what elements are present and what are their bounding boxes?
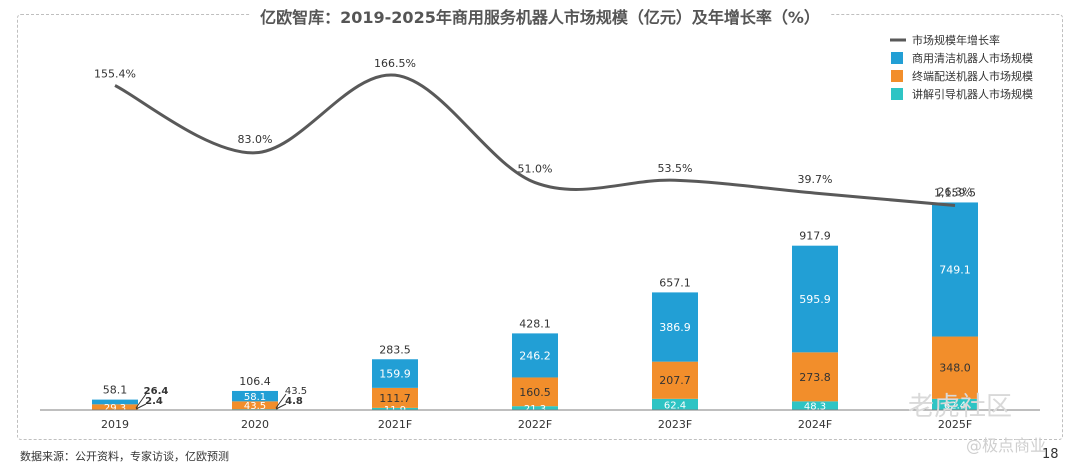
growth-rate-line: [114, 73, 956, 208]
bar-segment-guide: [932, 398, 978, 410]
bar-value-guide: 4.8: [285, 396, 303, 407]
bar-segment-delivery: [232, 401, 278, 410]
bar-segment-cleaning: [652, 292, 698, 362]
bar-segment-guide: [652, 398, 698, 410]
bar-value-delivery: 160.5: [519, 386, 551, 399]
watermark: 老虎社区: [908, 392, 1013, 422]
bar-value-delivery: 43.5: [244, 401, 266, 412]
bar-segment-cleaning: [372, 359, 418, 388]
bar-value-guide: 62.4: [944, 400, 966, 411]
bar-segment-cleaning: [232, 390, 278, 402]
bar-value-guide: 48.3: [804, 402, 826, 413]
source-note: 数据来源：公开资料，专家访谈，亿欧预测: [20, 450, 229, 463]
bar-total-label: 917.9: [799, 230, 831, 243]
bar-value-delivery: 348.0: [939, 362, 971, 375]
x-tick-label: 2025F: [938, 418, 972, 431]
growth-rate-label: 155.4%: [94, 67, 136, 80]
bar-value-delivery: 273.8: [799, 371, 831, 384]
bar-layer: [92, 202, 978, 410]
bar-segment-guide: [792, 401, 838, 410]
x-tick-label: 2022F: [518, 418, 552, 431]
bar-value-cleaning: 595.9: [799, 293, 831, 306]
bar-value-delivery: 43.5: [285, 386, 307, 397]
watermark-handle: @极点商业: [966, 436, 1047, 455]
bar-segment-cleaning: [932, 202, 978, 337]
chart-title: 亿欧智库：2019-2025年商用服务机器人市场规模（亿元）及年增长率（%）: [0, 4, 1080, 28]
bar-segment-cleaning: [792, 245, 838, 353]
legend-swatch: [891, 52, 903, 64]
x-tick-label: 2023F: [658, 418, 692, 431]
bar-value-guide: 62.4: [664, 400, 686, 411]
growth-rate-label: 26.3%: [938, 186, 973, 199]
bar-value-cleaning: 749.1: [939, 263, 971, 276]
bar-total-label: 106.4: [239, 375, 271, 388]
bar-segment-guide: [372, 407, 418, 410]
leader-line: [135, 403, 147, 410]
page-number: 18: [1042, 447, 1059, 462]
bar-value-guide: 2.4: [145, 396, 163, 407]
legend-swatch: [891, 70, 903, 82]
bar-total-label: 283.5: [379, 343, 411, 356]
bar-segment-delivery: [512, 377, 558, 407]
bar-segment-delivery: [652, 361, 698, 399]
x-tick-label: 2020: [241, 418, 269, 431]
bar-value-cleaning: 246.2: [519, 349, 551, 362]
bar-segment-delivery: [932, 336, 978, 399]
bar-segment-cleaning: [512, 333, 558, 378]
bar-segment-cleaning: [92, 399, 138, 405]
leader-line: [275, 393, 287, 409]
bar-total-label: 1,159.5: [934, 186, 976, 199]
growth-rate-label: 83.0%: [238, 133, 273, 146]
bar-value-cleaning: 58.1: [244, 392, 266, 403]
bar-value-delivery: 111.7: [379, 392, 411, 405]
leader-line: [275, 403, 287, 410]
legend-swatch: [891, 88, 903, 100]
x-tick-label: 2024F: [798, 418, 832, 431]
growth-line-layer: 155.4% 83.0% 166.5% 51.0% 53.5% 39.7% 26.3%: [94, 57, 973, 208]
legend-label: 市场规模年增长率: [912, 33, 1000, 47]
legend-label: 商用清洁机器人市场规模: [912, 51, 1033, 65]
legend-label: 讲解引导机器人市场规模: [912, 87, 1033, 101]
x-tick-label: 2021F: [378, 418, 412, 431]
legend: 市场规模年增长率商用清洁机器人市场规模终端配送机器人市场规模讲解引导机器人市场规…: [890, 33, 1033, 101]
growth-rate-label: 166.5%: [374, 57, 416, 70]
bar-total-label: 657.1: [659, 276, 691, 289]
bar-segment-delivery: [372, 387, 418, 408]
growth-rate-label: 53.5%: [658, 162, 693, 175]
bar-value-cleaning: 26.4: [144, 386, 169, 397]
growth-rate-label: 51.0%: [518, 163, 553, 176]
bar-segment-guide: [512, 406, 558, 410]
legend-label: 终端配送机器人市场规模: [912, 69, 1033, 83]
growth-rate-label: 39.7%: [798, 173, 833, 186]
bar-total-label: 58.1: [103, 384, 128, 397]
bar-total-label: 428.1: [519, 317, 551, 330]
bar-segment-delivery: [792, 352, 838, 402]
bar-value-cleaning: 159.9: [379, 368, 411, 381]
x-tick-label: 2019: [101, 418, 129, 431]
bar-value-delivery: 29.3: [104, 403, 126, 414]
x-axis: 2019 2020 2021F 2022F 2023F 2024F 2025F: [40, 409, 1040, 431]
leader-line: [135, 393, 147, 409]
bar-value-cleaning: 386.9: [659, 321, 691, 334]
bar-segment-delivery: [92, 404, 138, 410]
bar-value-delivery: 207.7: [659, 374, 691, 387]
